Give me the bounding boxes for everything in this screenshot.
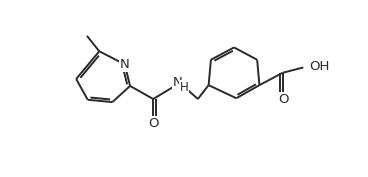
Text: O: O	[148, 117, 159, 130]
Text: H: H	[180, 81, 188, 94]
Text: O: O	[278, 93, 289, 105]
Text: OH: OH	[309, 60, 330, 73]
Text: N: N	[173, 76, 183, 88]
Text: N: N	[120, 58, 130, 71]
